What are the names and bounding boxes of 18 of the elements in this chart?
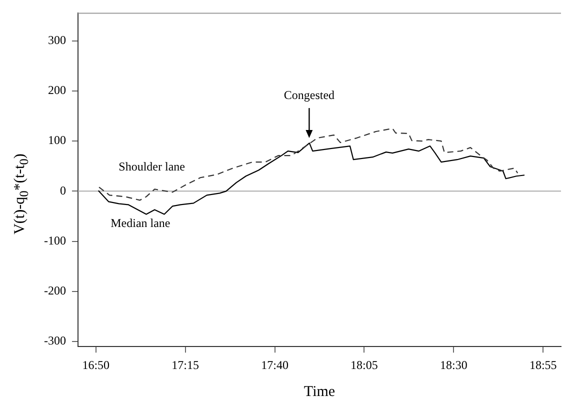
x-tick-label: 18:30 [440,358,468,372]
x-axis-title: Time [304,384,336,400]
y-tick-label: -300 [44,334,66,348]
y-tick-label: -200 [44,284,66,298]
x-tick-label: 18:05 [350,358,378,372]
x-tick-label: 17:40 [261,358,288,372]
y-tick-label: 0 [60,183,66,198]
y-tick-label: -100 [44,233,66,248]
series-label: Shoulder lane [118,159,185,174]
y-tick-label: 200 [48,83,66,98]
annotation: Congested [284,88,335,102]
x-tick-label: 18:55 [529,358,557,372]
line-series [98,128,518,201]
x-tick-label: 17:15 [172,358,199,372]
y-tick-label: 300 [48,32,66,47]
y-tick-label: 100 [48,133,66,148]
series-label: Median lane [110,216,170,230]
x-tick-label: 16:50 [82,358,110,372]
